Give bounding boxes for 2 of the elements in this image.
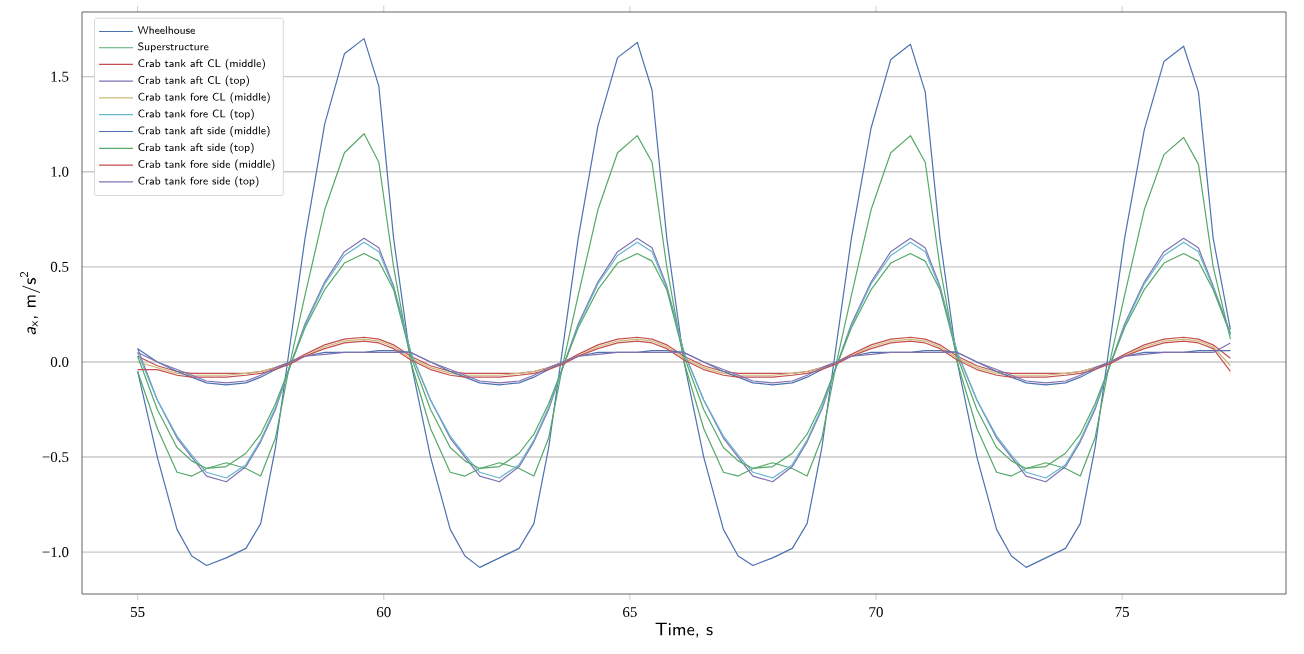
y-axis-title: a$_{x}$, m/s$^{2}$ bbox=[19, 271, 41, 335]
x-axis-title: Time, s bbox=[655, 622, 713, 638]
